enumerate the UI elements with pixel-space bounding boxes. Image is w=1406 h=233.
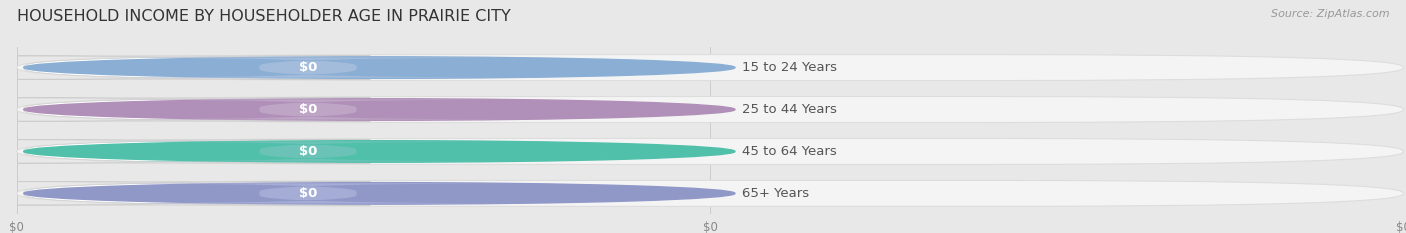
FancyBboxPatch shape — [0, 56, 370, 79]
Text: 45 to 64 Years: 45 to 64 Years — [742, 145, 837, 158]
Text: $0: $0 — [1396, 221, 1406, 233]
Text: $0: $0 — [299, 145, 318, 158]
FancyBboxPatch shape — [79, 141, 537, 161]
Circle shape — [24, 57, 735, 78]
FancyBboxPatch shape — [0, 98, 370, 121]
FancyBboxPatch shape — [0, 140, 370, 163]
FancyBboxPatch shape — [17, 138, 1403, 164]
FancyBboxPatch shape — [79, 99, 537, 120]
Text: $0: $0 — [703, 221, 717, 233]
FancyBboxPatch shape — [0, 182, 370, 205]
Text: 25 to 44 Years: 25 to 44 Years — [742, 103, 837, 116]
FancyBboxPatch shape — [79, 58, 537, 78]
Text: 65+ Years: 65+ Years — [742, 187, 808, 200]
Text: $0: $0 — [299, 103, 318, 116]
FancyBboxPatch shape — [17, 180, 1403, 206]
Text: $0: $0 — [299, 61, 318, 74]
Text: 15 to 24 Years: 15 to 24 Years — [742, 61, 837, 74]
Text: $0: $0 — [299, 187, 318, 200]
Circle shape — [24, 183, 735, 204]
Circle shape — [24, 141, 735, 162]
FancyBboxPatch shape — [17, 55, 1403, 81]
Text: Source: ZipAtlas.com: Source: ZipAtlas.com — [1271, 9, 1389, 19]
FancyBboxPatch shape — [79, 183, 537, 203]
Circle shape — [24, 99, 735, 120]
Text: $0: $0 — [10, 221, 24, 233]
Text: HOUSEHOLD INCOME BY HOUSEHOLDER AGE IN PRAIRIE CITY: HOUSEHOLD INCOME BY HOUSEHOLDER AGE IN P… — [17, 9, 510, 24]
FancyBboxPatch shape — [17, 96, 1403, 123]
